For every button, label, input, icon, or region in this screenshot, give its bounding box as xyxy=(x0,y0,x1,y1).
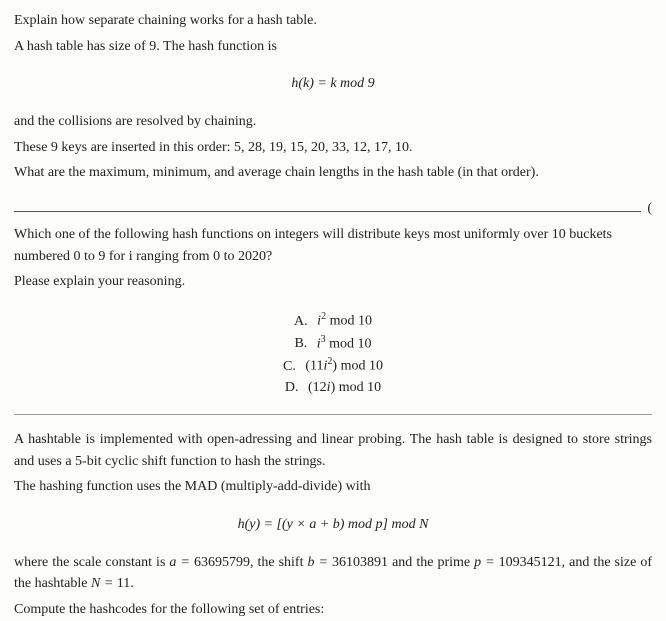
choice-c: C. (11i2) mod 10 xyxy=(14,354,652,377)
q1-line1: Explain how separate chaining works for … xyxy=(14,10,652,32)
n-label: N = xyxy=(91,576,117,591)
q3-pre: where the scale constant is xyxy=(14,555,169,570)
n-value: 11 xyxy=(117,576,130,591)
q3-post: . xyxy=(130,576,134,591)
q1-formula: h(k) = k mod 9 xyxy=(14,73,652,95)
p-value: 109345121 xyxy=(499,555,562,570)
sep2: and the prime xyxy=(388,555,474,570)
q3-line1: A hashtable is implemented with open-adr… xyxy=(14,429,652,472)
q1-line3: and the collisions are resolved by chain… xyxy=(14,111,652,133)
choice-a-label: A. xyxy=(294,314,308,329)
b-value: 36103891 xyxy=(332,555,388,570)
q3-line2: The hashing function uses the MAD (multi… xyxy=(14,476,652,498)
q2-line1: Which one of the following hash function… xyxy=(14,224,652,267)
q3-line4: Compute the hashcodes for the following … xyxy=(14,599,652,621)
divider-rule xyxy=(14,211,641,212)
choice-b-tail: mod 10 xyxy=(326,336,372,351)
b-label: b = xyxy=(308,555,333,570)
choice-c-pre: (11 xyxy=(305,359,323,374)
choice-a: A. i2 mod 10 xyxy=(14,309,652,332)
choice-b-label: B. xyxy=(294,336,307,351)
divider-trail: ( xyxy=(641,198,652,220)
choice-c-tail: mod 10 xyxy=(337,359,383,374)
divider-2 xyxy=(14,414,652,415)
choice-d-label: D. xyxy=(285,380,299,395)
q1-line5: What are the maximum, minimum, and avera… xyxy=(14,162,652,184)
q1-line4: These 9 keys are inserted in this order:… xyxy=(14,137,652,159)
choice-d: D. (12i) mod 10 xyxy=(14,377,652,398)
choice-b: B. i3 mod 10 xyxy=(14,332,652,355)
q3-constants: where the scale constant is a = 63695799… xyxy=(14,552,652,595)
sep1: , the shift xyxy=(250,555,308,570)
choice-a-tail: mod 10 xyxy=(326,314,372,329)
choice-d-pre: (12 xyxy=(308,380,327,395)
q3-formula: h(y) = [(y × a + b) mod p] mod N xyxy=(14,514,652,536)
a-label: a = xyxy=(169,555,194,570)
q1-line2: A hash table has size of 9. The hash fun… xyxy=(14,36,652,58)
q2-choices: A. i2 mod 10 B. i3 mod 10 C. (11i2) mod … xyxy=(14,309,652,398)
divider-1: ( xyxy=(14,198,652,220)
choice-c-label: C. xyxy=(283,359,296,374)
choice-d-tail: mod 10 xyxy=(335,380,381,395)
a-value: 63695799 xyxy=(194,555,250,570)
q2-line2: Please explain your reasoning. xyxy=(14,271,652,293)
p-label: p = xyxy=(474,555,499,570)
